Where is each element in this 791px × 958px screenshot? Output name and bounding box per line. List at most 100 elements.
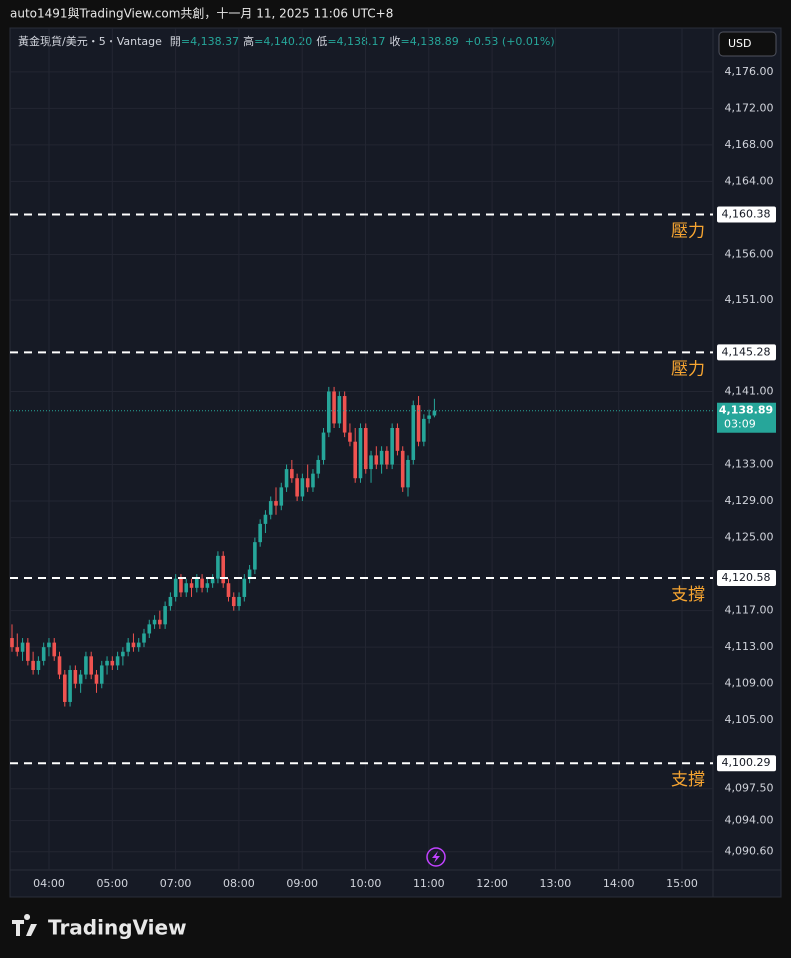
x-tick-label: 05:00 <box>96 877 128 890</box>
last-price-box <box>717 402 776 433</box>
candle-body <box>210 578 215 584</box>
currency-button[interactable] <box>718 31 777 57</box>
y-tick-label: 4,176.00 <box>725 65 774 78</box>
currency: USD <box>728 37 752 50</box>
y-tick-label: 4,090.60 <box>725 845 774 858</box>
candle-body <box>379 450 384 465</box>
candle-body <box>300 478 305 497</box>
candle-body <box>348 432 352 442</box>
candle-body <box>147 624 152 634</box>
candle-body <box>231 596 236 607</box>
candle-body <box>284 469 289 488</box>
candle-body <box>274 501 278 506</box>
candle-body <box>332 391 336 424</box>
candle-body <box>89 656 93 675</box>
x-tick-label: 09:00 <box>286 877 318 890</box>
candle-body <box>311 473 315 488</box>
level-price-box <box>717 755 776 772</box>
candle-body <box>36 660 41 671</box>
candle-body <box>432 410 437 416</box>
legend-value: =4,140.20 <box>254 35 312 48</box>
candle-body <box>242 578 247 597</box>
y-tick-label: 4,094.00 <box>725 814 774 827</box>
y-tick-label: 4,125.00 <box>725 531 774 544</box>
candle-body <box>216 555 220 579</box>
candle-body <box>110 660 115 666</box>
level-price-label: 4,100.29 <box>722 756 771 769</box>
y-tick-label: 4,156.00 <box>725 247 774 260</box>
candle-body <box>195 578 199 588</box>
event-bolt <box>432 851 440 863</box>
level-price-box <box>717 569 776 586</box>
candle-body <box>416 405 421 442</box>
legend-value: =4,138.17 <box>327 35 385 48</box>
x-tick-label: 07:00 <box>160 877 192 890</box>
level-note: 支撐 <box>671 585 705 605</box>
candle-body <box>158 619 162 625</box>
y-tick-label: 4,172.00 <box>725 101 774 114</box>
legend-key: 低 <box>316 35 327 48</box>
last-price-label: 4,138.89 <box>719 404 773 417</box>
header: auto1491與TradingView.com共創，十一月 11, 2025 … <box>10 7 393 21</box>
event-icon[interactable] <box>426 847 446 867</box>
x-tick-label: 13:00 <box>540 877 572 890</box>
candle-body <box>78 674 83 684</box>
x-tick-label: 14:00 <box>603 877 635 890</box>
candle-body <box>20 642 25 652</box>
candle-body <box>406 459 410 488</box>
candle-body <box>200 578 204 588</box>
candle-body <box>305 478 310 488</box>
candle-body <box>395 427 400 451</box>
candle-body <box>258 523 262 543</box>
candle-body <box>189 583 194 588</box>
level-price-box <box>717 344 776 361</box>
y-tick-label: 4,141.00 <box>725 384 774 397</box>
candle-body <box>369 455 373 470</box>
y-tick-label: 4,151.00 <box>725 293 774 306</box>
candle-body <box>84 656 88 675</box>
level-price-label: 4,145.28 <box>722 345 771 358</box>
y-tick-label: 4,168.00 <box>725 138 774 151</box>
level-price-label: 4,120.58 <box>722 571 771 584</box>
candle-body <box>173 578 178 597</box>
level-price-box <box>717 206 776 223</box>
legend-key: 高 <box>243 34 254 48</box>
candle-body <box>94 674 99 684</box>
candle-body <box>411 405 416 460</box>
candle-body <box>41 647 46 661</box>
candle-body <box>63 674 67 702</box>
x-tick-label: 15:00 <box>666 877 698 890</box>
candle-body <box>179 578 183 593</box>
candle-body <box>184 583 189 593</box>
candle-body <box>279 487 284 506</box>
candle-body <box>237 596 241 607</box>
legend-value: =4,138.37 <box>181 35 239 48</box>
candle-body <box>121 651 125 657</box>
candle-body <box>321 432 326 460</box>
y-tick-label: 4,097.50 <box>725 782 774 795</box>
candle-body <box>163 606 167 625</box>
candle-body <box>68 670 72 702</box>
y-tick-label: 4,129.00 <box>725 494 774 507</box>
candle-body <box>327 391 331 433</box>
candle-body <box>115 656 120 666</box>
candle-body <box>26 642 30 661</box>
candle-body <box>131 642 136 648</box>
candle-body <box>142 633 146 643</box>
candle-body <box>385 450 389 465</box>
chart-panel <box>9 27 782 898</box>
candle-body <box>136 642 141 648</box>
logo-mark <box>12 914 37 936</box>
level-price-label: 4,160.38 <box>722 207 771 220</box>
x-tick-label: 11:00 <box>413 877 445 890</box>
candle-body <box>337 396 342 424</box>
candle-body <box>152 619 157 625</box>
plot: 4,176.00 4,172.00 4,168.00 4,164.00 4,156.00… <box>10 28 776 890</box>
y-tick-label: 4,105.00 <box>725 713 774 726</box>
candle-body <box>47 642 51 648</box>
y-tick-label: 4,113.00 <box>725 640 774 653</box>
legend-key: 收 <box>390 34 401 48</box>
candle-body <box>126 642 130 652</box>
